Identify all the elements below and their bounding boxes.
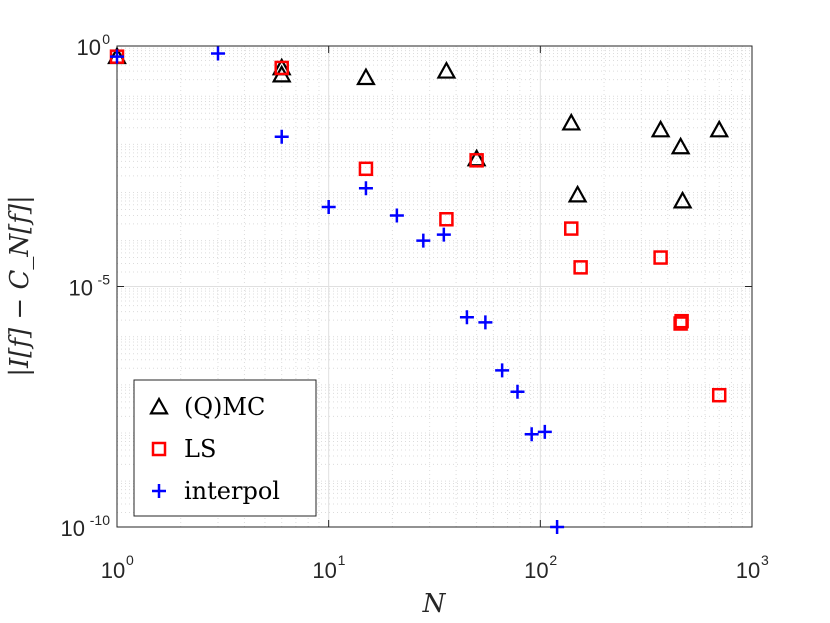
- y-tick-exponent: -10: [90, 512, 110, 528]
- legend-entry: LS: [151, 435, 216, 463]
- data-point-triangle: [670, 136, 691, 155]
- data-point-plus: [524, 427, 539, 442]
- data-point-plus: [416, 233, 431, 248]
- data-point-triangle: [672, 190, 693, 209]
- legend-marker-square: [151, 441, 167, 457]
- legend-marker-plus: [152, 484, 166, 498]
- y-tick-label: 010: [77, 31, 111, 60]
- data-point-square: [653, 250, 668, 265]
- data-point-square: [573, 260, 588, 275]
- data-point-square: [564, 221, 579, 236]
- x-tick-base: 10: [524, 558, 548, 583]
- data-points: [107, 46, 730, 534]
- x-tick-exponent: 0: [126, 552, 134, 568]
- x-axis-label: N: [422, 589, 447, 619]
- data-point-square: [358, 161, 374, 177]
- legend-label: (Q)MC: [184, 393, 265, 421]
- y-tick-label: -10 10: [61, 512, 111, 541]
- x-tick-label: 10 2: [524, 552, 557, 583]
- data-point-triangle: [356, 67, 376, 86]
- legend-label: interpol: [184, 477, 280, 505]
- data-point-triangle: [436, 60, 457, 79]
- data-point-triangle: [650, 119, 671, 138]
- data-point-triangle: [567, 184, 588, 203]
- x-tick-label: 10 3: [736, 552, 769, 583]
- x-tick-label: 10 0: [101, 552, 134, 583]
- data-point-plus: [358, 181, 373, 196]
- y-tick-base: 10: [69, 276, 93, 301]
- data-point-plus: [459, 310, 474, 325]
- data-point-square: [274, 60, 289, 76]
- y-axis-label: |I[f] − C_N[f]|: [5, 195, 35, 377]
- x-tick-labels: 10 0 10 1 10 2 10 3: [101, 552, 769, 583]
- x-tick-label: 10 1: [312, 552, 345, 583]
- data-point-plus: [321, 199, 336, 214]
- tick-marks: [116, 45, 753, 528]
- data-point-plus: [550, 520, 565, 534]
- y-tick-exponent: -5: [98, 272, 111, 288]
- data-point-square: [674, 313, 689, 329]
- data-point-plus: [495, 363, 510, 378]
- legend-items: (Q)MC LS interpol: [149, 393, 280, 505]
- y-tick-base: 10: [61, 516, 85, 541]
- legend-entry: interpol: [152, 477, 280, 505]
- x-tick-base: 10: [312, 558, 336, 583]
- series-plus: [110, 46, 565, 534]
- data-point-plus: [510, 384, 525, 399]
- x-tick-base: 10: [736, 558, 760, 583]
- series-square: [109, 49, 727, 403]
- data-point-plus: [478, 315, 493, 330]
- data-point-plus: [110, 49, 124, 64]
- y-tick-base: 10: [77, 35, 101, 60]
- data-point-triangle: [561, 112, 582, 131]
- y-tick-exponent: 0: [102, 31, 110, 47]
- x-tick-exponent: 2: [549, 552, 557, 568]
- x-tick-base: 10: [101, 558, 125, 583]
- data-point-plus: [436, 227, 451, 242]
- data-point-plus: [210, 46, 225, 61]
- x-tick-exponent: 3: [761, 552, 769, 568]
- data-point-plus: [274, 129, 289, 144]
- legend: (Q)MC LS interpol: [133, 379, 317, 517]
- data-point-square: [439, 212, 454, 227]
- data-point-plus: [389, 208, 404, 223]
- data-point-square: [469, 153, 484, 168]
- legend-marker-triangle: [149, 396, 169, 415]
- data-point-triangle: [709, 119, 730, 138]
- legend-entry: (Q)MC: [149, 393, 265, 421]
- x-tick-exponent: 1: [338, 552, 346, 568]
- data-point-square: [711, 387, 727, 403]
- y-tick-label: -5 10: [69, 272, 111, 301]
- legend-label: LS: [184, 435, 216, 463]
- data-point-plus: [537, 424, 552, 439]
